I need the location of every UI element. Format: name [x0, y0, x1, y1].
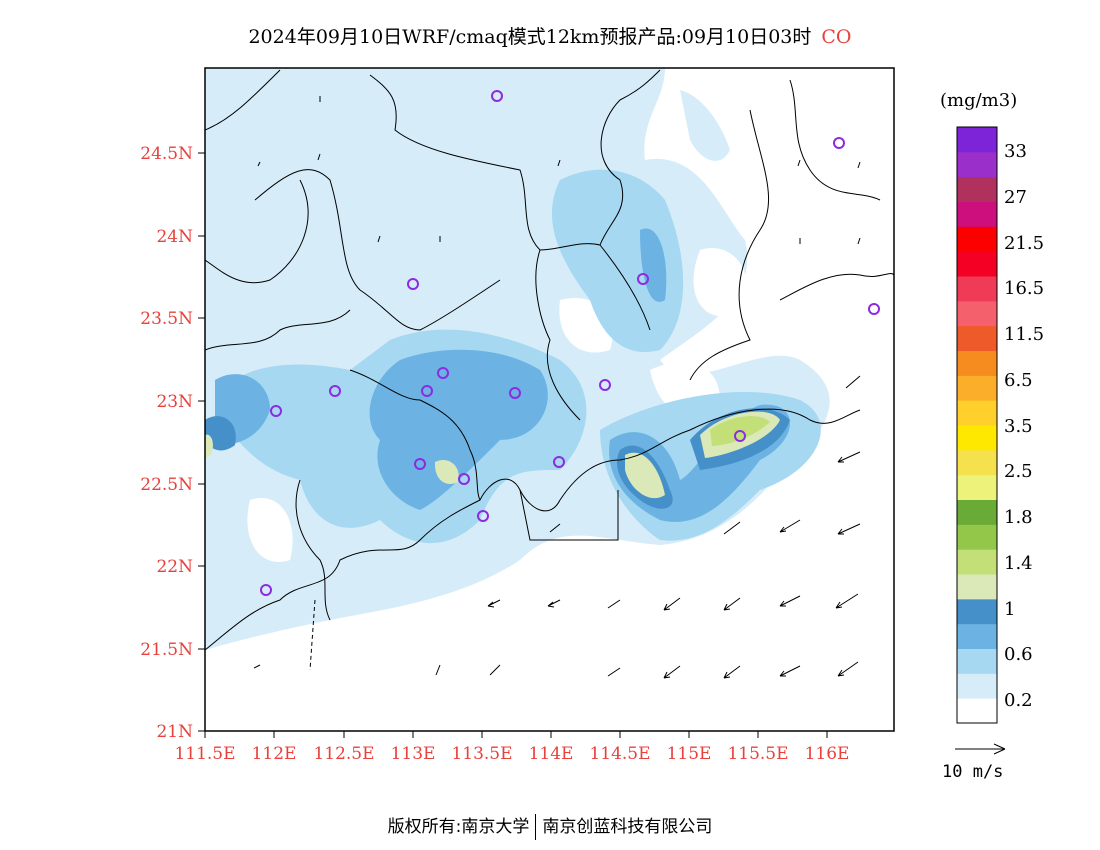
lat-label: 21.5N	[140, 640, 193, 660]
colorbar-swatch	[957, 425, 997, 451]
colorbar-swatch	[957, 449, 997, 476]
lon-label: 113.5E	[451, 744, 512, 764]
colorbar-swatch	[957, 300, 997, 327]
boundary-lines	[205, 69, 894, 671]
colorbar-swatch	[957, 474, 997, 500]
colorbar-swatch	[957, 499, 997, 525]
lon-label: 113E	[391, 744, 436, 764]
colorbar-swatch	[957, 226, 997, 252]
company-name: 南京创蓝科技有限公司	[542, 817, 713, 837]
concentration-field	[205, 68, 894, 731]
colorbar-swatch	[957, 350, 997, 376]
colorbar-swatch	[957, 673, 997, 699]
colorbar-unit: (mg/m3)	[940, 90, 1018, 111]
lat-label: 23N	[156, 392, 193, 412]
colorbar-swatch	[957, 623, 997, 649]
colorbar-swatch	[957, 400, 997, 426]
lon-label: 111.5E	[174, 744, 235, 764]
lon-label: 114.5E	[589, 744, 650, 764]
wind-reference-label: 10 m/s	[942, 762, 1004, 782]
colorbar-label: 33	[1004, 141, 1027, 162]
colorbar-label: 27	[1004, 186, 1027, 208]
monitoring-sites	[260, 90, 880, 596]
wind-reference-arrow	[955, 743, 1006, 755]
latitude-labels: 24.5N 24N 23.5N 23N 22.5N 22N 21.5N 21N	[140, 144, 193, 742]
lon-label: 112.5E	[313, 744, 374, 764]
colorbar-label: 1.4	[1004, 552, 1033, 574]
lon-label: 112E	[252, 744, 297, 764]
colorbar-swatch	[957, 698, 997, 724]
colorbar-label: 0.6	[1004, 644, 1033, 666]
lon-label: 116E	[805, 744, 850, 764]
colorbar-swatch	[957, 276, 997, 302]
lat-label: 21N	[156, 722, 193, 742]
colorbar-label: 6.5	[1004, 369, 1033, 391]
colorbar-swatch	[957, 201, 997, 227]
map-frame	[204, 67, 895, 732]
colorbar-swatch	[957, 574, 997, 600]
copyright-text: 版权所有:南京大学	[387, 817, 530, 837]
colorbar-frame	[956, 126, 998, 724]
colorbar-swatch	[957, 549, 997, 575]
colorbar	[957, 127, 997, 724]
lat-label: 22N	[156, 557, 193, 577]
colorbar-swatch	[957, 524, 997, 550]
lon-label: 115E	[667, 744, 712, 764]
axis-ticks	[198, 152, 828, 738]
colorbar-swatch	[957, 325, 997, 351]
footer-divider	[535, 814, 537, 840]
colorbar-swatch	[957, 375, 997, 401]
lat-label: 24N	[156, 227, 193, 247]
colorbar-swatch	[957, 151, 997, 178]
colorbar-swatch	[957, 648, 997, 674]
footer: 版权所有:南京大学 南京创蓝科技有限公司	[0, 812, 1100, 840]
colorbar-swatch	[957, 176, 997, 202]
colorbar-label: 21.5	[1004, 232, 1045, 254]
colorbar-swatch	[957, 251, 997, 277]
lat-label: 24.5N	[140, 144, 193, 164]
map-title: 2024年09月10日WRF/cmaq模式12km预报产品:09月10日03时 C…	[0, 22, 1100, 49]
lon-label: 115.5E	[727, 744, 788, 764]
colorbar-label: 2.5	[1004, 461, 1033, 483]
lat-label: 23.5N	[140, 309, 193, 329]
colorbar-swatch	[957, 127, 997, 153]
lat-label: 22.5N	[140, 475, 193, 495]
colorbar-label: 1	[1004, 598, 1016, 620]
colorbar-label: 1.8	[1004, 507, 1033, 528]
lon-label: 114E	[529, 744, 574, 764]
colorbar-label: 11.5	[1004, 324, 1045, 345]
colorbar-swatch	[957, 598, 997, 625]
pollutant-label: CO	[821, 26, 852, 48]
wind-vectors	[253, 96, 861, 679]
colorbar-label: 16.5	[1004, 278, 1045, 300]
longitude-labels: 111.5E 112E 112.5E 113E 113.5E 114E 114.…	[174, 744, 849, 764]
colorbar-label: 0.2	[1004, 690, 1033, 711]
colorbar-label: 3.5	[1004, 415, 1033, 437]
title-main: 2024年09月10日WRF/cmaq模式12km预报产品:09月10日03时	[248, 26, 812, 48]
